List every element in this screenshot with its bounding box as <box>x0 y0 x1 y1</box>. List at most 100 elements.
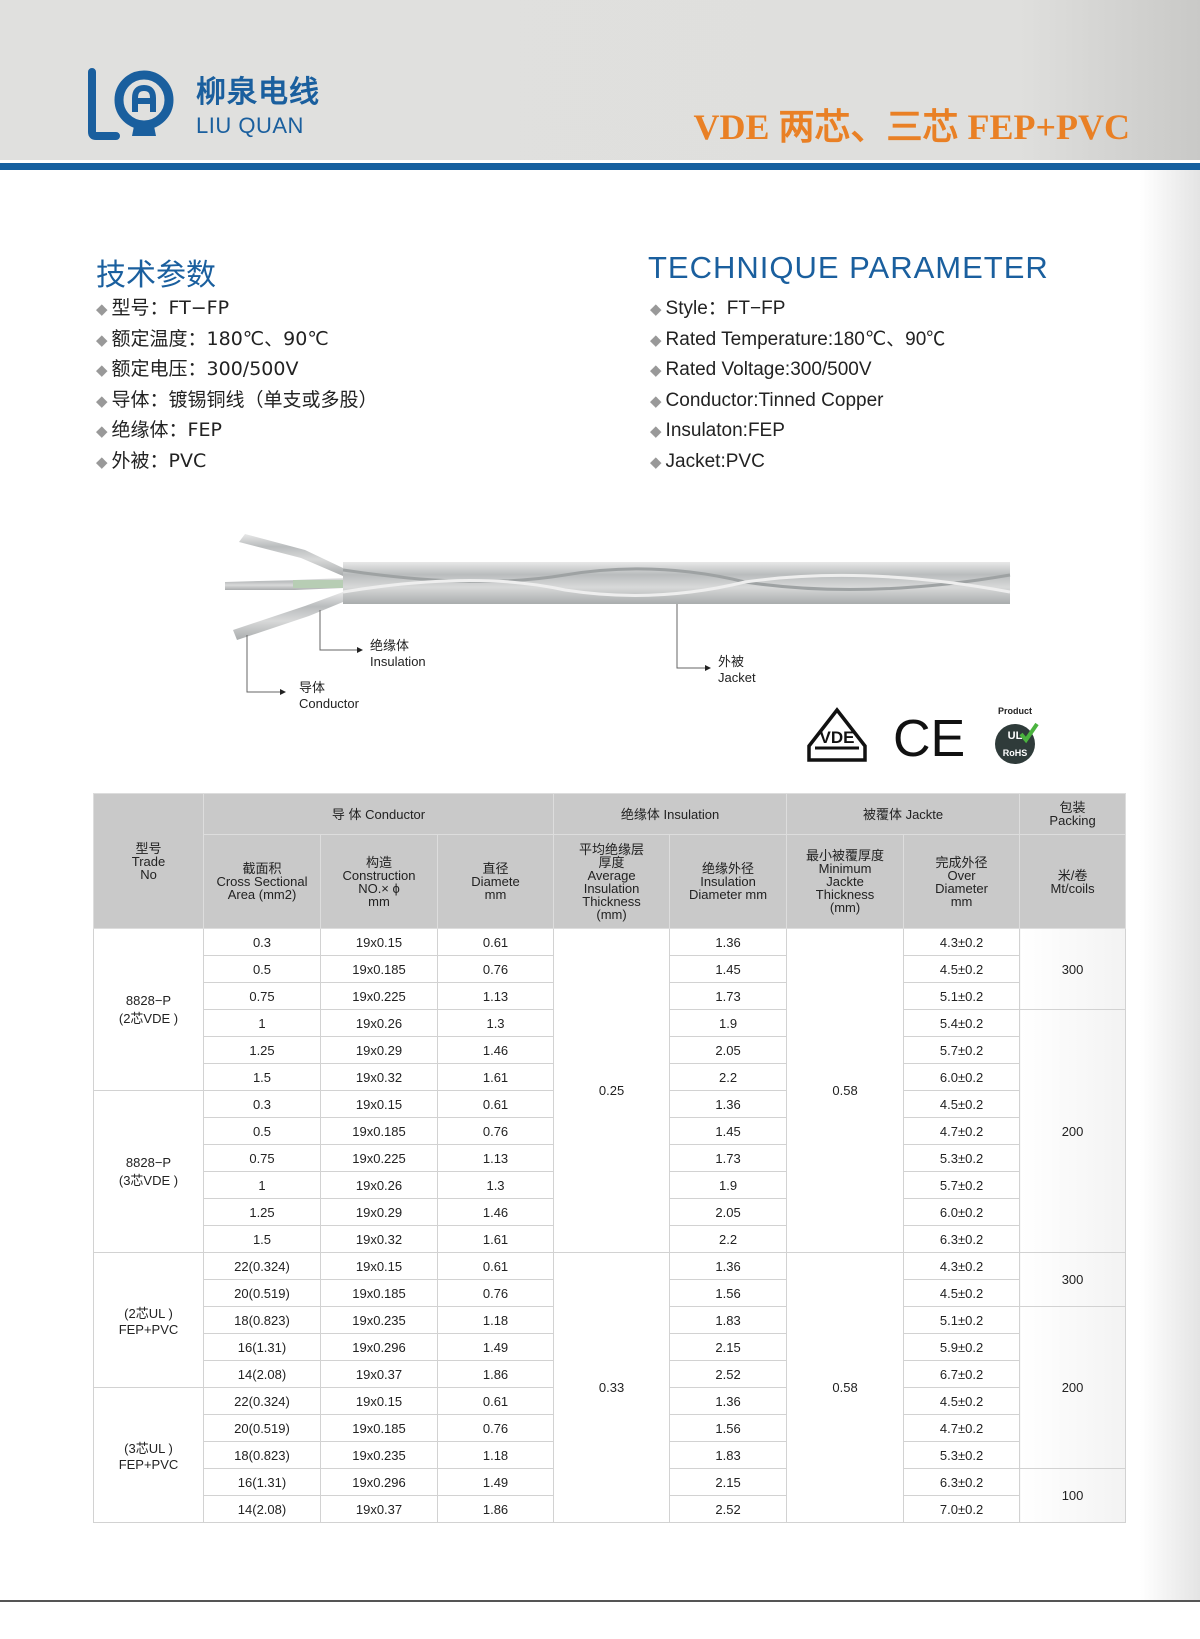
ins-diameter-cell: 2.2 <box>669 1063 788 1091</box>
jacket-label-cn: 外被 <box>718 654 745 669</box>
construction-cell: 19x0.296 <box>320 1333 438 1361</box>
jacket-label-en: Jacket <box>718 670 756 685</box>
col-group-packing: 包装 Packing <box>1019 793 1127 835</box>
spec-table: 型号 Trade No 导 体 Conductor 绝缘体 Insulation… <box>93 793 1127 1523</box>
construction-cell: 19x0.26 <box>320 1171 438 1199</box>
diameter-cell: 1.3 <box>436 1009 555 1037</box>
spec-item: ◆ Insulaton:FEP <box>650 416 945 447</box>
area-cell: 20(0.519) <box>203 1279 321 1307</box>
diameter-cell: 0.61 <box>436 1387 555 1415</box>
diamond-bullet-icon: ◆ <box>96 300 108 318</box>
over-diameter-cell: 5.9±0.2 <box>903 1333 1021 1361</box>
over-diameter-cell: 4.7±0.2 <box>903 1414 1021 1442</box>
table-row: 1.5 19x0.32 1.61 2.2 6.3±0.2 <box>94 1225 1126 1253</box>
construction-cell: 19x0.225 <box>320 1144 438 1172</box>
ins-diameter-cell: 1.73 <box>669 1144 788 1172</box>
table-row: 14(2.08) 19x0.37 1.86 2.52 6.7±0.2 <box>94 1360 1126 1388</box>
ins-diameter-cell: 1.56 <box>669 1414 788 1442</box>
table-row: 20(0.519) 19x0.185 0.76 1.56 4.5±0.2 <box>94 1279 1126 1307</box>
spec-item: ◆ Style：FT−FP <box>650 294 945 325</box>
area-cell: 0.3 <box>203 1090 321 1118</box>
diamond-bullet-icon: ◆ <box>650 362 662 379</box>
packing-cell: 200 <box>1019 1009 1127 1253</box>
jacket-thickness-cell: 0.58 <box>786 1252 905 1523</box>
spec-heading-cn: 技术参数 <box>96 258 216 293</box>
spec-item: ◆ Jacket:PVC <box>650 447 945 478</box>
vde-mark-text: VDE <box>820 728 855 747</box>
diamond-bullet-icon: ◆ <box>96 422 108 440</box>
col-area: 截面积 Cross Sectional Area (mm2) <box>203 834 321 929</box>
ins-thickness-cell: 0.25 <box>553 928 671 1253</box>
construction-cell: 19x0.37 <box>320 1360 438 1388</box>
spec-item-text: Jacket:PVC <box>665 450 765 472</box>
over-diameter-cell: 4.5±0.2 <box>903 955 1021 983</box>
construction-cell: 19x0.296 <box>320 1468 438 1496</box>
ins-diameter-cell: 2.15 <box>669 1468 788 1496</box>
over-diameter-cell: 4.5±0.2 <box>903 1279 1021 1307</box>
ul-product-text: Product <box>998 706 1032 716</box>
table-row: 14(2.08) 19x0.37 1.86 2.52 7.0±0.2 <box>94 1495 1126 1523</box>
construction-cell: 19x0.235 <box>320 1306 438 1334</box>
conductor-label-en: Conductor <box>299 696 359 711</box>
spec-item: ◆ Rated Temperature:180℃、90℃ <box>650 325 945 356</box>
diameter-cell: 0.61 <box>436 928 555 956</box>
conductor-label-cn: 导体 <box>299 680 326 695</box>
table-row: 0.75 19x0.225 1.13 1.73 5.3±0.2 <box>94 1144 1126 1172</box>
page-shade <box>1140 170 1200 1600</box>
over-diameter-cell: 6.0±0.2 <box>903 1063 1021 1091</box>
area-cell: 1 <box>203 1171 321 1199</box>
over-diameter-cell: 5.7±0.2 <box>903 1036 1021 1064</box>
construction-cell: 19x0.32 <box>320 1063 438 1091</box>
diameter-cell: 1.18 <box>436 1306 555 1334</box>
packing-cell: 200 <box>1019 1306 1127 1469</box>
over-diameter-cell: 6.3±0.2 <box>903 1225 1021 1253</box>
construction-cell: 19x0.185 <box>320 955 438 983</box>
spec-item-text: 导体：镀锡铜线（单支或多股） <box>111 388 378 411</box>
trade-no-cell: (3芯UL ) FEP+PVC <box>93 1387 204 1523</box>
spec-item-text: 额定温度：180℃、90℃ <box>111 327 329 350</box>
construction-cell: 19x0.29 <box>320 1198 438 1226</box>
ce-mark-text: CE <box>893 710 965 766</box>
area-cell: 18(0.823) <box>203 1441 321 1469</box>
area-cell: 1 <box>203 1009 321 1037</box>
construction-cell: 19x0.185 <box>320 1414 438 1442</box>
area-cell: 22(0.324) <box>203 1387 321 1415</box>
packing-cell: 300 <box>1019 928 1127 1010</box>
diameter-cell: 1.46 <box>436 1036 555 1064</box>
diameter-cell: 0.76 <box>436 1117 555 1145</box>
over-diameter-cell: 4.7±0.2 <box>903 1117 1021 1145</box>
construction-cell: 19x0.185 <box>320 1117 438 1145</box>
insulation-label-cn: 绝缘体 <box>370 638 410 653</box>
diameter-cell: 1.18 <box>436 1441 555 1469</box>
spec-item-text: 额定电压：300/500V <box>111 358 299 380</box>
construction-cell: 19x0.15 <box>320 1387 438 1415</box>
spec-item: ◆ 绝缘体：FEP <box>96 416 378 447</box>
table-row: 18(0.823) 19x0.235 1.18 1.83 5.3±0.2 <box>94 1441 1126 1469</box>
jacket-thickness-cell: 0.58 <box>786 928 905 1253</box>
trade-no-cell: 8828−P (3芯VDE ) <box>93 1090 204 1253</box>
diameter-cell: 1.13 <box>436 1144 555 1172</box>
diameter-cell: 0.76 <box>436 1414 555 1442</box>
over-diameter-cell: 6.3±0.2 <box>903 1468 1021 1496</box>
packing-cell: 300 <box>1019 1252 1127 1307</box>
area-cell: 0.75 <box>203 1144 321 1172</box>
ul-text: UL <box>1008 730 1023 742</box>
over-diameter-cell: 6.7±0.2 <box>903 1360 1021 1388</box>
diamond-bullet-icon: ◆ <box>650 392 662 410</box>
table-row: 16(1.31) 19x0.296 1.49 2.15 5.9±0.2 <box>94 1333 1126 1361</box>
diamond-bullet-icon: ◆ <box>650 423 662 440</box>
ins-diameter-cell: 2.52 <box>669 1360 788 1388</box>
diamond-bullet-icon: ◆ <box>96 361 108 379</box>
spec-item-text: 型号：FT−FP <box>111 297 230 319</box>
footer-divider <box>0 1600 1200 1602</box>
table-row: 1 19x0.26 1.3 1.9 5.4±0.2 200 <box>94 1009 1127 1253</box>
diameter-cell: 1.3 <box>436 1171 555 1199</box>
diameter-cell: 1.13 <box>436 982 555 1010</box>
table-row: (2芯UL ) FEP+PVC 22(0.324) 19x0.15 0.61 0.33 1… <box>93 1252 1127 1523</box>
packing-cell: 100 <box>1019 1468 1127 1523</box>
area-cell: 20(0.519) <box>203 1414 321 1442</box>
ins-diameter-cell: 1.45 <box>669 955 788 983</box>
page-title: VDE 两芯、三芯 FEP+PVC <box>693 107 1130 147</box>
area-cell: 16(1.31) <box>203 1333 321 1361</box>
over-diameter-cell: 4.3±0.2 <box>903 928 1021 956</box>
